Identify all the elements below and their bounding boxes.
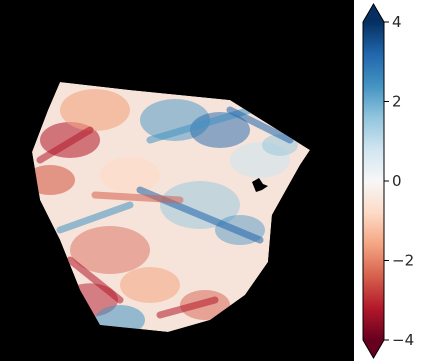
field-patch <box>120 267 180 303</box>
colorbar-tick-label: 0 <box>392 172 402 190</box>
colorbar-gradient <box>363 22 384 340</box>
colorbar-extend-max <box>363 4 384 22</box>
colorbar: 4 2 0 −2 −4 <box>362 3 414 359</box>
field-patch <box>100 157 160 193</box>
field-streak <box>156 296 219 319</box>
colorbar-ticks: 4 2 0 −2 −4 <box>384 13 414 349</box>
field-streak <box>226 106 294 144</box>
colorbar-extend-min <box>363 340 384 358</box>
colorbar-tick-label: −2 <box>392 252 414 270</box>
colorbar-tick-label: −4 <box>392 331 414 349</box>
colorbar-tick-label: 4 <box>392 13 402 31</box>
field-patch <box>60 89 130 131</box>
field-streak <box>56 201 134 234</box>
nodata-hole <box>252 178 268 192</box>
field-streak <box>66 256 124 304</box>
field-streak <box>36 126 94 164</box>
colorbar-tick-label: 2 <box>392 93 402 111</box>
field-patch <box>70 226 150 274</box>
field-streak <box>91 191 184 204</box>
field-patch <box>160 181 240 229</box>
